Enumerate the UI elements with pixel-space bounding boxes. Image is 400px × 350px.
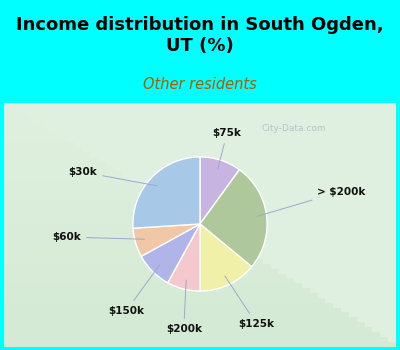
Bar: [4, 239, 231, 244]
Bar: [4, 123, 43, 127]
Bar: [4, 103, 12, 108]
Bar: [4, 327, 372, 332]
Wedge shape: [200, 157, 240, 224]
Bar: [4, 298, 326, 303]
Text: $150k: $150k: [108, 265, 160, 316]
Bar: [4, 274, 286, 278]
Wedge shape: [168, 224, 200, 291]
Text: > $200k: > $200k: [257, 187, 365, 216]
Wedge shape: [133, 157, 200, 228]
Bar: [4, 220, 200, 225]
Text: $200k: $200k: [166, 280, 202, 334]
Bar: [4, 234, 224, 239]
Text: $30k: $30k: [68, 167, 157, 186]
Text: City-Data.com: City-Data.com: [261, 124, 326, 133]
Bar: [4, 225, 208, 230]
Wedge shape: [200, 224, 252, 291]
Text: Other residents: Other residents: [143, 77, 257, 92]
Bar: [4, 303, 333, 308]
Bar: [4, 293, 318, 298]
Wedge shape: [141, 224, 200, 283]
Bar: [4, 322, 365, 327]
Bar: [4, 215, 192, 220]
Wedge shape: [133, 224, 200, 256]
Bar: [4, 288, 310, 293]
Bar: [4, 308, 341, 313]
Bar: [4, 283, 302, 288]
Bar: [4, 108, 20, 113]
Text: $125k: $125k: [225, 276, 274, 329]
Bar: [4, 259, 263, 264]
Bar: [4, 278, 294, 283]
Text: Income distribution in South Ogden,
UT (%): Income distribution in South Ogden, UT (…: [16, 16, 384, 55]
Bar: [4, 137, 67, 142]
Bar: [4, 172, 122, 176]
Text: $60k: $60k: [52, 232, 144, 242]
Bar: [4, 176, 130, 181]
Bar: [4, 132, 59, 137]
Bar: [4, 142, 74, 147]
Bar: [4, 337, 388, 342]
Bar: [4, 269, 278, 274]
Bar: [4, 152, 90, 157]
Bar: [4, 205, 176, 210]
Bar: [4, 118, 35, 123]
Bar: [4, 167, 114, 172]
Bar: [4, 244, 239, 249]
Bar: [4, 230, 216, 235]
Bar: [4, 191, 153, 196]
Bar: [4, 196, 161, 201]
Text: $75k: $75k: [213, 128, 242, 169]
Bar: [4, 127, 51, 132]
Bar: [4, 342, 396, 346]
Bar: [4, 113, 28, 118]
Bar: [4, 254, 255, 259]
Bar: [4, 186, 145, 191]
Bar: [4, 317, 357, 322]
Bar: [4, 210, 184, 215]
Bar: [4, 162, 106, 167]
Bar: [4, 157, 98, 162]
Bar: [4, 313, 349, 317]
Bar: [4, 181, 137, 186]
Bar: [4, 264, 270, 269]
Bar: [4, 249, 247, 254]
Bar: [4, 332, 380, 337]
Bar: [4, 201, 169, 205]
Bar: [4, 147, 82, 152]
Wedge shape: [200, 170, 267, 267]
